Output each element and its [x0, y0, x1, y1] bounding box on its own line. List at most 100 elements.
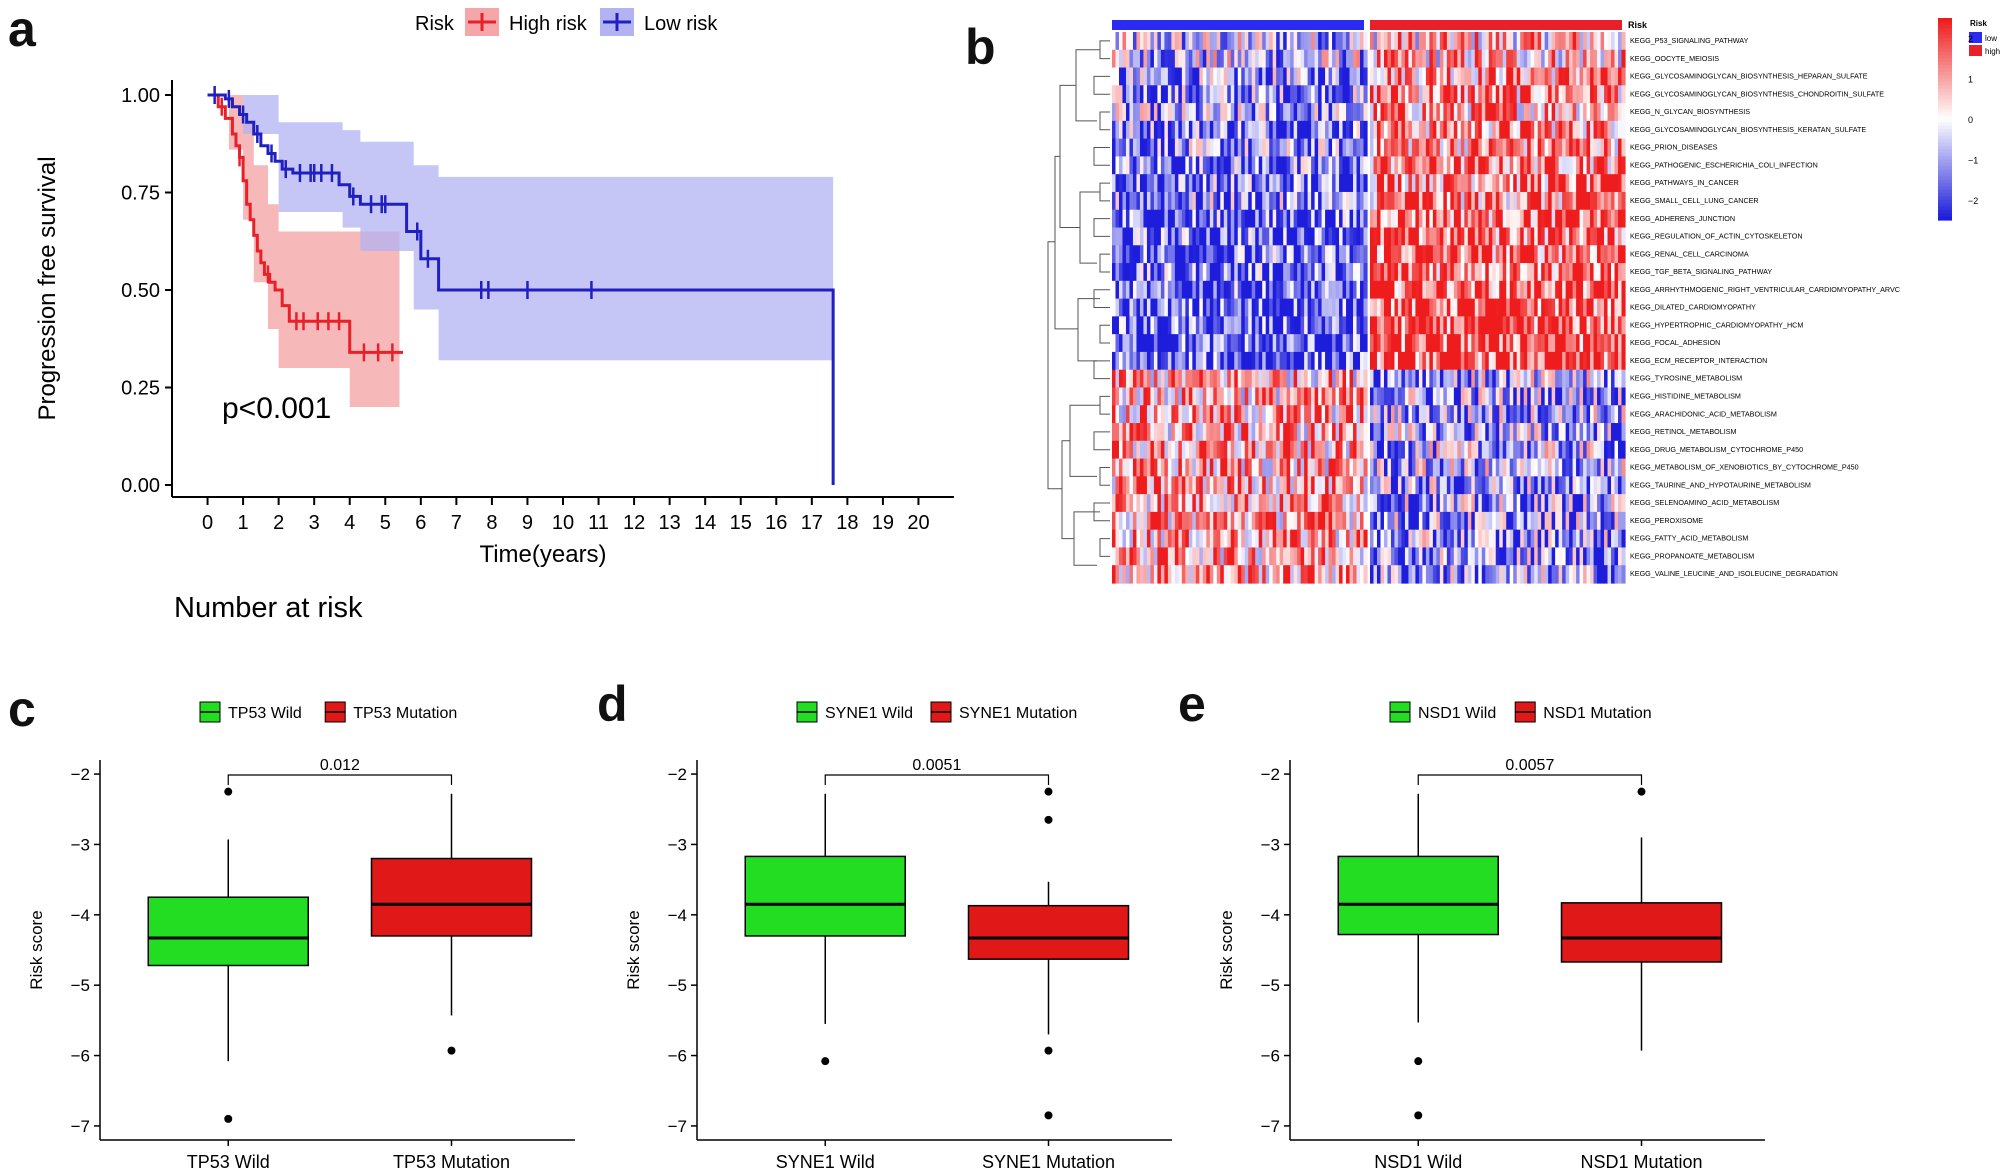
heatmap-cell — [1286, 334, 1291, 353]
heatmap-cell — [1136, 227, 1141, 246]
heatmap-cell — [1332, 120, 1337, 140]
heatmap-cell — [1443, 138, 1448, 158]
heatmap-cell — [1370, 511, 1375, 531]
heatmap-cell — [1150, 334, 1155, 353]
heatmap-cell — [1335, 458, 1340, 477]
heatmap-cell — [1467, 476, 1472, 495]
heatmap-cell — [1415, 458, 1420, 477]
heatmap-cell — [1373, 511, 1378, 531]
heatmap-cell — [1597, 85, 1602, 104]
heatmap-cell — [1390, 458, 1396, 477]
heatmap-cell — [1262, 405, 1267, 424]
heatmap-cell — [1576, 387, 1581, 406]
heatmap-cell — [1325, 49, 1330, 69]
heatmap-cell — [1276, 298, 1281, 317]
heatmap-cell — [1404, 351, 1410, 371]
heatmap-cell — [1209, 334, 1214, 353]
heatmap-cell — [1558, 138, 1563, 158]
heatmap-cell — [1478, 67, 1483, 86]
heatmap-cell — [1304, 245, 1309, 264]
heatmap-cell — [1474, 387, 1479, 406]
heatmap-cell — [1453, 511, 1458, 531]
group-legend-swatch-0 — [1969, 32, 1982, 43]
heatmap-cell — [1223, 49, 1228, 69]
heatmap-cell — [1401, 49, 1406, 69]
heatmap-cell — [1143, 67, 1148, 86]
heatmap-cell — [1436, 476, 1441, 495]
heatmap-cell — [1499, 67, 1504, 86]
heatmap-cell — [1216, 245, 1221, 264]
heatmap-cell — [1349, 85, 1354, 104]
heatmap-cell — [1328, 85, 1333, 104]
heatmap-cell — [1332, 529, 1337, 549]
heatmap-cell — [1230, 67, 1235, 86]
heatmap-cell — [1495, 67, 1500, 86]
colorbar-segment — [1938, 48, 1952, 53]
heatmap-cell — [1513, 138, 1518, 158]
heatmap-cell — [1209, 263, 1214, 282]
heatmap-cell — [1471, 351, 1476, 371]
heatmap-cell — [1464, 476, 1469, 495]
heatmap-cell — [1488, 547, 1493, 566]
x-tick-label: 4 — [344, 512, 355, 534]
heatmap-cell — [1286, 227, 1291, 246]
heatmap-cell — [1339, 334, 1344, 353]
heatmap-cell — [1125, 316, 1131, 335]
heatmap-cell — [1408, 67, 1413, 86]
heatmap-cell — [1516, 209, 1521, 229]
heatmap-cell — [1607, 547, 1612, 566]
heatmap-cell — [1241, 32, 1246, 51]
heatmap-cell — [1237, 440, 1242, 460]
heatmap-cell — [1325, 174, 1330, 193]
heatmap-cell — [1474, 103, 1479, 122]
heatmap-cell — [1513, 440, 1518, 460]
heatmap-cell — [1380, 547, 1385, 566]
heatmap-cell — [1425, 32, 1430, 51]
heatmap-cell — [1276, 494, 1281, 513]
heatmap-cell — [1562, 209, 1567, 229]
heatmap-cell — [1297, 174, 1302, 193]
heatmap-cell — [1621, 529, 1626, 549]
heatmap-cell — [1450, 85, 1455, 104]
heatmap-cell — [1188, 547, 1193, 566]
heatmap-cell — [1597, 245, 1602, 264]
heatmap-cell — [1227, 120, 1232, 140]
heatmap-cell — [1213, 494, 1218, 513]
heatmap-cell — [1457, 298, 1462, 317]
dendrogram-branch — [1047, 241, 1062, 490]
heatmap-cell — [1569, 280, 1574, 300]
heatmap-cell — [1380, 529, 1385, 549]
heatmap-cell — [1380, 85, 1385, 104]
heatmap-cell — [1397, 245, 1403, 264]
heatmap-cell — [1216, 494, 1221, 513]
heatmap-cell — [1167, 156, 1172, 175]
x-tick-label: 14 — [694, 512, 716, 534]
heatmap-cell — [1572, 351, 1577, 371]
heatmap-cell — [1181, 174, 1186, 193]
heatmap-cell — [1195, 511, 1200, 531]
heatmap-cell — [1611, 494, 1616, 513]
heatmap-cell — [1199, 529, 1204, 549]
heatmap-cell — [1530, 494, 1535, 513]
heatmap-cell — [1325, 334, 1330, 353]
heatmap-cell — [1576, 511, 1581, 531]
heatmap-cell — [1502, 458, 1507, 477]
heatmap-cell — [1353, 423, 1358, 442]
heatmap-cell — [1404, 103, 1410, 122]
heatmap-cell — [1269, 85, 1274, 104]
heatmap-cell — [1318, 209, 1323, 229]
colorbar-segment — [1938, 58, 1952, 63]
heatmap-cell — [1349, 32, 1354, 51]
heatmap-cell — [1586, 387, 1591, 406]
heatmap-cell — [1346, 85, 1351, 104]
group-legend-title: Risk — [1970, 19, 1987, 28]
heatmap-cell — [1565, 369, 1570, 389]
y-tick-label: −7 — [668, 1117, 687, 1136]
heatmap-cell — [1558, 458, 1563, 477]
heatmap-cell — [1387, 120, 1392, 140]
colorbar-segment — [1938, 105, 1952, 110]
heatmap-cell — [1307, 405, 1312, 424]
heatmap-cell — [1136, 174, 1141, 193]
heatmap-cell — [1251, 440, 1256, 460]
heatmap-cell — [1118, 67, 1124, 86]
